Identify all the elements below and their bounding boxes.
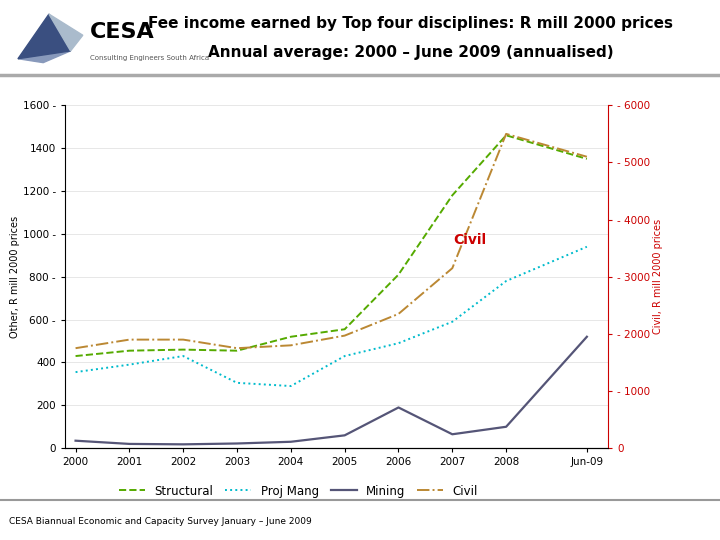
Text: Fee income earned by Top four disciplines: R mill 2000 prices: Fee income earned by Top four discipline… xyxy=(148,16,673,31)
Y-axis label: Other, R mill 2000 prices: Other, R mill 2000 prices xyxy=(10,215,19,338)
Polygon shape xyxy=(49,14,83,51)
Text: CESA: CESA xyxy=(90,22,155,42)
Text: Civil: Civil xyxy=(454,233,487,247)
Legend: Structural, Proj Mang, Mining, Civil: Structural, Proj Mang, Mining, Civil xyxy=(114,480,482,502)
Text: CESA Biannual Economic and Capacity Survey January – June 2009: CESA Biannual Economic and Capacity Surv… xyxy=(9,517,311,526)
Polygon shape xyxy=(18,14,71,59)
Text: Annual average: 2000 – June 2009 (annualised): Annual average: 2000 – June 2009 (annual… xyxy=(207,45,613,60)
Y-axis label: Civil, R mill 2000 prices: Civil, R mill 2000 prices xyxy=(653,219,663,334)
Text: Consulting Engineers South Africa: Consulting Engineers South Africa xyxy=(90,55,209,61)
Polygon shape xyxy=(18,35,71,63)
